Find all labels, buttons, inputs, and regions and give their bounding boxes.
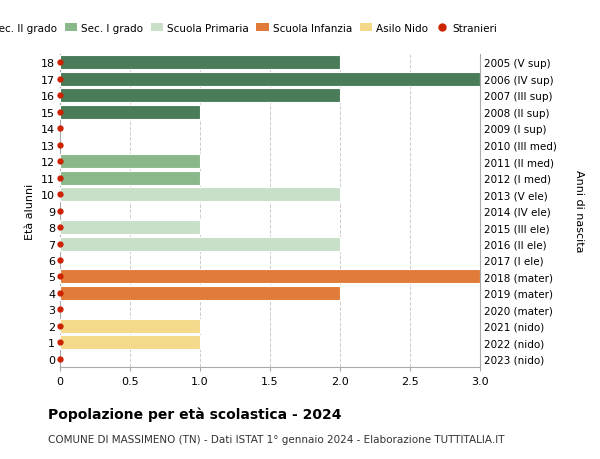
Text: COMUNE DI MASSIMENO (TN) - Dati ISTAT 1° gennaio 2024 - Elaborazione TUTTITALIA.: COMUNE DI MASSIMENO (TN) - Dati ISTAT 1°… bbox=[48, 434, 505, 444]
Bar bbox=[60, 171, 200, 185]
Bar bbox=[60, 106, 200, 119]
Legend: Sec. II grado, Sec. I grado, Scuola Primaria, Scuola Infanzia, Asilo Nido, Stran: Sec. II grado, Sec. I grado, Scuola Prim… bbox=[0, 20, 501, 38]
Bar bbox=[60, 237, 340, 251]
Bar bbox=[60, 89, 340, 103]
Y-axis label: Anni di nascita: Anni di nascita bbox=[574, 170, 584, 252]
Text: Popolazione per età scolastica - 2024: Popolazione per età scolastica - 2024 bbox=[48, 406, 341, 421]
Bar bbox=[60, 56, 340, 70]
Bar bbox=[60, 221, 200, 235]
Bar bbox=[60, 319, 200, 333]
Bar bbox=[60, 188, 340, 202]
Bar bbox=[60, 336, 200, 350]
Bar bbox=[60, 155, 200, 169]
Y-axis label: Età alunni: Età alunni bbox=[25, 183, 35, 239]
Bar bbox=[60, 73, 480, 87]
Bar bbox=[60, 286, 340, 300]
Bar bbox=[60, 270, 480, 284]
